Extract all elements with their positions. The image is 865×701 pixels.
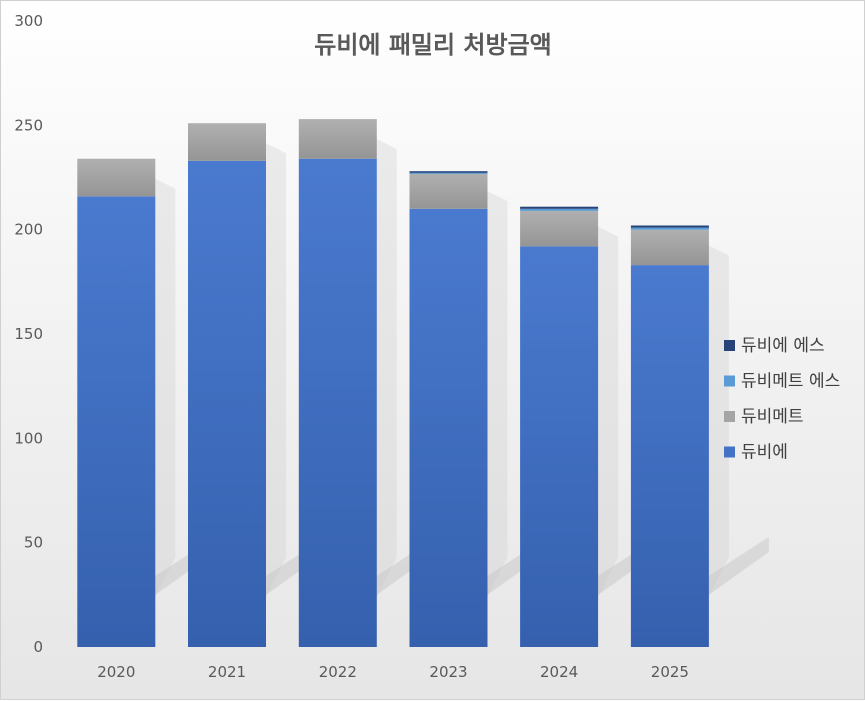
y-tick-label: 100 [14, 429, 43, 447]
x-tick-label: 2022 [319, 663, 357, 681]
legend-label: 듀비메트 에스 [741, 372, 840, 392]
bar-segment [520, 208, 599, 211]
y-tick-label: 150 [14, 325, 43, 343]
legend-label: 듀비메트 [741, 407, 804, 427]
x-tick-label: 2023 [429, 663, 467, 681]
bar-segment [188, 123, 266, 161]
y-axis: 0 50 100 150 200 250 300 [14, 12, 43, 656]
bar-shadow [376, 139, 397, 597]
bar-segment [520, 206, 599, 209]
y-tick-label: 50 [24, 534, 43, 552]
bar-segment [409, 171, 488, 173]
bar-segment [409, 173, 488, 209]
x-axis: 2020 2021 2022 2023 2024 2025 [97, 663, 689, 681]
chart-title: 듀비에 패밀리 처방금액 [314, 31, 552, 59]
y-tick-label: 200 [14, 221, 43, 239]
bar-segment [630, 229, 709, 266]
bar-segment [77, 196, 156, 648]
bar-shadow [708, 245, 729, 597]
legend-label: 듀비에 에스 [741, 336, 825, 356]
x-tick-label: 2021 [208, 663, 246, 681]
bar-segment [77, 158, 156, 197]
bar-segment [298, 158, 377, 647]
bar-shadow [266, 143, 287, 597]
legend-label: 듀비에 [741, 443, 788, 463]
bar-segment [298, 119, 377, 159]
bar-segment [630, 265, 709, 647]
bar-segment [630, 227, 709, 230]
legend-swatch [724, 411, 735, 422]
legend-swatch [724, 375, 735, 387]
y-tick-label: 0 [33, 638, 43, 656]
bar-segment [409, 172, 488, 174]
bar-segment [409, 208, 488, 648]
x-tick-label: 2025 [651, 663, 689, 681]
bar-shadow [598, 226, 619, 598]
bars [77, 119, 709, 648]
bar-shadow [155, 178, 176, 597]
bar-segment [630, 225, 709, 228]
y-tick-label: 250 [14, 116, 43, 134]
bar-segment [188, 160, 266, 648]
bar-shadow [487, 191, 508, 598]
bar-segment [520, 246, 599, 647]
y-tick-label: 300 [14, 12, 43, 30]
legend-swatch [724, 446, 735, 458]
bar-segment [520, 210, 599, 247]
legend-swatch [724, 340, 735, 351]
x-tick-label: 2024 [540, 663, 578, 681]
x-tick-label: 2020 [97, 663, 135, 681]
